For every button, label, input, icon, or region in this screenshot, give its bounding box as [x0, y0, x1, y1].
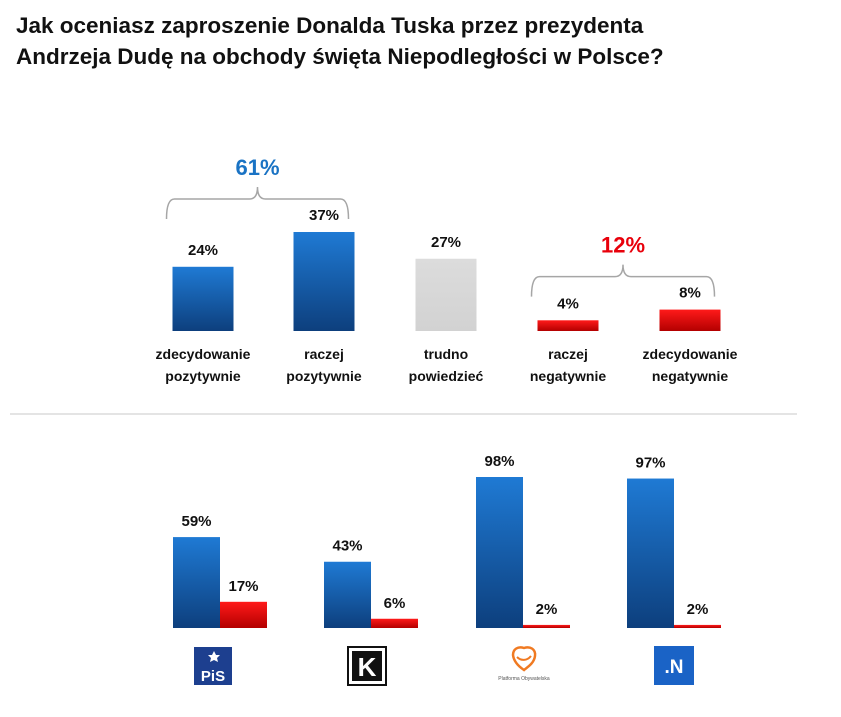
bar-pozytywnie-1: [324, 561, 371, 628]
bar-trudno-powiedzieć: [415, 258, 477, 331]
bar-negatywnie-2: [523, 624, 570, 628]
category-label: raczej: [304, 346, 344, 362]
kukiz-logo-inner: [352, 651, 382, 681]
group-brace: [530, 264, 716, 297]
bar-raczej-pozytywnie: [293, 232, 355, 331]
bar-value-label: 37%: [309, 207, 339, 224]
bar-value-label: 43%: [332, 538, 362, 555]
bar-value-label: 2%: [687, 601, 709, 618]
bar-value-label: 2%: [536, 601, 558, 618]
group-brace: [165, 186, 350, 220]
bar-value-label: 8%: [679, 285, 701, 302]
bar-negatywnie-1: [371, 618, 418, 628]
bar-value-label: 27%: [431, 234, 461, 251]
nowoczesna-logo: [654, 646, 694, 685]
chart-title: Jak oceniasz zaproszenie Donalda Tuska p…: [16, 10, 816, 72]
po-logo-heart-icon: [511, 646, 537, 672]
bar-zdecydowanie-negatywnie: [659, 309, 721, 331]
category-label: raczej: [548, 346, 588, 362]
party-logos: PiS K Platforma Obywatelska .N: [194, 646, 694, 686]
bar-negatywnie-0: [220, 601, 267, 628]
bar-pozytywnie-2: [476, 477, 523, 628]
category-label: negatywnie: [652, 368, 728, 384]
category-label: zdecydowanie: [156, 346, 251, 362]
bar-negatywnie-3: [674, 624, 721, 628]
po-logo-smile-icon: [516, 655, 532, 661]
bar-value-label: 59%: [181, 513, 211, 530]
bar-zdecydowanie-pozytywnie: [172, 266, 234, 331]
chart-title-line-1: Jak oceniasz zaproszenie Donalda Tuska p…: [16, 13, 644, 38]
overall-opinion-chart: 24% zdecydowanie pozytywnie 37% raczej pozyty…: [156, 155, 738, 384]
bar-value-label: 24%: [188, 242, 218, 259]
group-total-label: 12%: [601, 233, 645, 258]
bar-pozytywnie-0: [173, 537, 220, 628]
bar-value-label: 17%: [228, 578, 258, 595]
bar-value-label: 6%: [384, 595, 406, 612]
pis-logo-text: PiS: [201, 668, 225, 685]
chart-title-line-2: Andrzeja Dudę na obchody święta Niepodle…: [16, 44, 664, 69]
bar-value-label: 4%: [557, 295, 579, 312]
eagle-icon: [208, 651, 220, 662]
bar-value-label: 98%: [484, 453, 514, 470]
nowoczesna-logo-text: .N: [665, 657, 684, 678]
bar-raczej-negatywnie: [537, 320, 599, 331]
category-label: powiedzieć: [409, 368, 484, 384]
category-label: trudno: [424, 346, 468, 362]
bar-value-label: 97%: [635, 455, 665, 472]
bar-pozytywnie-3: [627, 478, 674, 628]
category-label: pozytywnie: [165, 368, 241, 384]
group-total-label: 61%: [235, 155, 279, 180]
kukiz-logo-text: K: [358, 652, 377, 682]
category-label: pozytywnie: [286, 368, 362, 384]
po-logo-text: Platforma Obywatelska: [498, 676, 550, 682]
category-label: negatywnie: [530, 368, 606, 384]
category-label: zdecydowanie: [643, 346, 738, 362]
party-electorate-chart: 59% 17% 43% 6% 98% 2% 97% 2%: [173, 453, 721, 628]
